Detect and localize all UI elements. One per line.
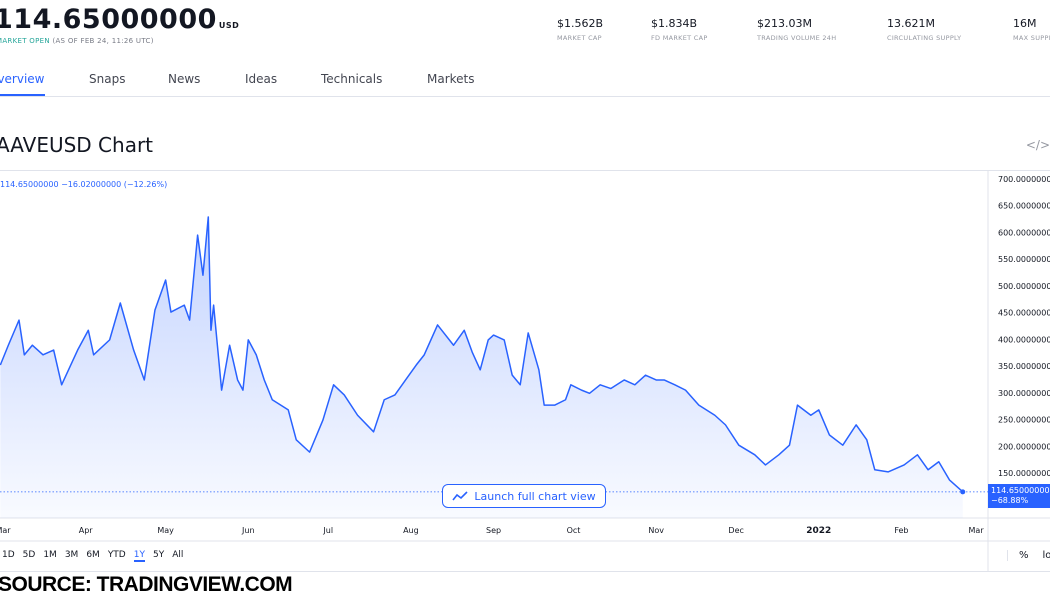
stat-circulating-supply: 13.621M CIRCULATING SUPPLY (887, 17, 961, 42)
scale-options: % log (1007, 550, 1050, 561)
y-tick-label: 350.00000000 (998, 362, 1050, 371)
stat-label: CIRCULATING SUPPLY (887, 34, 962, 42)
x-tick-label: Mar (0, 526, 11, 535)
range-1m[interactable]: 1M (43, 550, 57, 560)
y-tick-label: 300.00000000 (998, 389, 1050, 398)
tab-ideas[interactable]: Ideas (245, 72, 278, 86)
stat-trading-volume-24h: $213.03M TRADING VOLUME 24H (757, 17, 836, 42)
line-chart-icon (452, 491, 468, 501)
y-tick-label: 150.00000000 (998, 469, 1050, 478)
market-status: MARKET OPEN (AS OF FEB 24, 11:26 UTC) (0, 37, 154, 45)
x-tick-label: Jun (241, 526, 255, 535)
stat-label: TRADING VOLUME 24H (757, 34, 837, 42)
range-3m[interactable]: 3M (64, 550, 79, 560)
x-tick-label: Sep (486, 526, 501, 535)
range-5y[interactable]: 5Y (152, 550, 165, 560)
launch-full-chart-button[interactable]: Launch full chart view (442, 484, 606, 508)
y-tick-label: 550.00000000 (998, 255, 1050, 264)
x-tick-label: Apr (79, 526, 94, 535)
stat-label: FD MARKET CAP (651, 34, 708, 42)
range-1y[interactable]: 1Y (133, 550, 145, 562)
y-tick-label: 650.00000000 (998, 202, 1050, 211)
range-5d[interactable]: 5D (22, 550, 36, 560)
last-price-label: 114.65000000 −68.88% (988, 484, 1050, 508)
x-tick-label: May (157, 526, 174, 535)
y-tick-label: 450.00000000 (998, 309, 1050, 318)
stat-value: 16M (1013, 17, 1037, 30)
currency: USD (218, 21, 240, 30)
range-1d[interactable]: 1D (2, 550, 15, 560)
percent-scale-toggle[interactable]: % (1019, 550, 1029, 561)
log-scale-toggle[interactable]: log (1042, 550, 1050, 561)
stat-value: 13.621M (887, 17, 935, 30)
stat-fd-market-cap: $1.834B FD MARKET CAP (651, 17, 708, 42)
x-tick-label: Nov (648, 526, 664, 535)
y-tick-label: 500.00000000 (998, 282, 1050, 291)
tab-snaps[interactable]: Snaps (89, 72, 126, 86)
range-ytd[interactable]: YTD (107, 550, 126, 560)
chart-legend: 114.65000000 −16.02000000 (−12.26%) (0, 180, 168, 189)
y-tick-label: 200.00000000 (998, 442, 1050, 451)
x-tick-label: 2022 (806, 526, 831, 536)
stat-label: MAX SUPPLY (1013, 34, 1050, 42)
range-all[interactable]: All (172, 550, 184, 560)
price-line (0, 216, 964, 493)
y-tick-label: 700.00000000 (998, 175, 1050, 184)
y-tick-label: 600.00000000 (998, 228, 1050, 237)
tab-markets[interactable]: Markets (427, 72, 475, 86)
last-price-dot (960, 489, 966, 495)
code-icon[interactable]: </> (1025, 138, 1050, 152)
tab-bar: Overview Snaps News Ideas Technicals Markets (0, 72, 1050, 97)
tab-technicals[interactable]: Technicals (321, 72, 383, 86)
x-tick-label: Mar (969, 526, 985, 535)
tab-overview[interactable]: Overview (0, 72, 45, 96)
stat-market-cap: $1.562B MARKET CAP (557, 17, 603, 42)
stat-value: $1.562B (557, 17, 604, 30)
divider (0, 571, 1050, 572)
range-selector: 1D 5D 1M 3M 6M YTD 1Y 5Y All (2, 550, 183, 562)
x-tick-label: Jul (322, 526, 333, 535)
x-tick-label: Oct (567, 526, 581, 535)
x-tick-label: Feb (894, 526, 908, 535)
tab-news[interactable]: News (168, 72, 201, 86)
stat-label: MARKET CAP (557, 34, 602, 42)
stat-value: $1.834B (651, 17, 698, 30)
current-price: 114.65000000 USD (0, 4, 240, 35)
divider (0, 170, 1050, 171)
y-tick-label: 250.00000000 (998, 416, 1050, 425)
stat-value: $213.03M (757, 17, 812, 30)
page-title: AAVEUSD Chart (0, 133, 154, 157)
x-tick-label: Dec (728, 526, 743, 535)
range-6m[interactable]: 6M (86, 550, 100, 560)
stat-max-supply: 16M MAX SUPPLY (1013, 17, 1050, 42)
source-caption: SOURCE: TRADINGVIEW.COM (0, 573, 293, 596)
x-tick-label: Aug (403, 526, 419, 535)
y-tick-label: 400.00000000 (998, 335, 1050, 344)
